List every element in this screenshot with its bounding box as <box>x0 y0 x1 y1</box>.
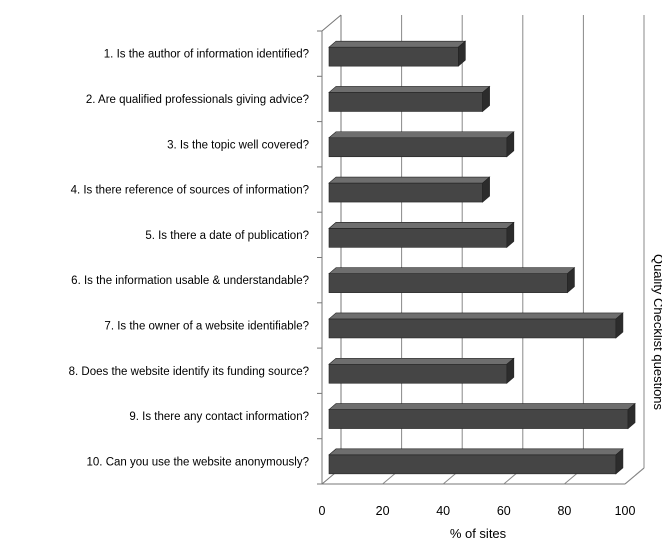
bar-end-face <box>506 357 515 384</box>
y-axis-title: Quality Checklist questions <box>651 254 662 411</box>
category-label: 6. Is the information usable & understan… <box>71 275 309 287</box>
x-tick-label: 80 <box>557 504 571 518</box>
bar <box>328 448 624 475</box>
x-axis-title: % of sites <box>450 526 507 541</box>
category-label: 3. Is the topic well covered? <box>167 139 309 151</box>
x-tick-label: 20 <box>376 504 390 518</box>
bar <box>328 221 515 249</box>
category-label: 10. Can you use the website anonymously? <box>87 456 309 468</box>
category-label: 7. Is the owner of a website identifiabl… <box>104 320 309 332</box>
bar-front-face <box>328 182 483 203</box>
category-label: 5. Is there a date of publication? <box>145 230 309 242</box>
category-label: 1. Is the author of information identifi… <box>104 49 309 61</box>
bar <box>328 266 576 294</box>
bar-end-face <box>482 85 490 113</box>
bar-front-face <box>328 273 568 293</box>
bar <box>328 176 491 203</box>
bar-front-face <box>328 363 508 384</box>
bar-end-face <box>615 312 624 339</box>
bar-top-face <box>328 448 624 456</box>
category-label: 9. Is there any contact information? <box>129 411 309 423</box>
category-label: 8. Does the website identify its funding… <box>69 366 309 378</box>
bar-front-face <box>328 228 508 248</box>
bar-top-face <box>328 357 515 365</box>
bar-end-face <box>506 221 515 249</box>
x-tick-label: 0 <box>319 504 326 518</box>
bar <box>328 357 515 384</box>
bar-end-face <box>627 402 636 430</box>
bar-top-face <box>328 131 515 139</box>
bar-front-face <box>328 318 617 339</box>
left-wall-top-edge <box>321 14 342 32</box>
bar-top-face <box>328 403 636 410</box>
x-tick-label: 100 <box>615 504 636 518</box>
bar-end-face <box>567 266 575 294</box>
bar <box>328 85 491 113</box>
gridline-floor <box>624 467 645 485</box>
bar <box>328 40 467 67</box>
bar-top-face <box>328 86 491 93</box>
bar-top-face <box>328 40 467 48</box>
bar-front-face <box>328 92 483 112</box>
bar-end-face <box>506 131 515 158</box>
x-tick-label: 60 <box>497 504 511 518</box>
bar-front-face <box>328 454 617 475</box>
category-label: 4. Is there reference of sources of info… <box>71 185 309 197</box>
x-tick-labels: 0 20 40 60 80 100 <box>319 504 636 518</box>
bar <box>328 131 515 158</box>
category-label: 2. Are qualified professionals giving ad… <box>86 94 309 106</box>
x-tick-label: 40 <box>436 504 450 518</box>
bar-end-face <box>482 176 490 203</box>
bar-front-face <box>328 409 629 429</box>
bars <box>328 40 636 475</box>
bar-top-face <box>328 176 491 184</box>
bar-top-face <box>328 312 624 320</box>
bar-front-face <box>328 46 459 67</box>
bar-top-face <box>328 222 515 229</box>
bar-end-face <box>458 40 466 67</box>
bar-end-face <box>615 448 624 475</box>
bar-top-face <box>328 267 576 274</box>
category-labels: 1. Is the author of information identifi… <box>69 49 309 469</box>
bar-front-face <box>328 137 508 158</box>
bar <box>328 402 636 430</box>
bar <box>328 312 624 339</box>
